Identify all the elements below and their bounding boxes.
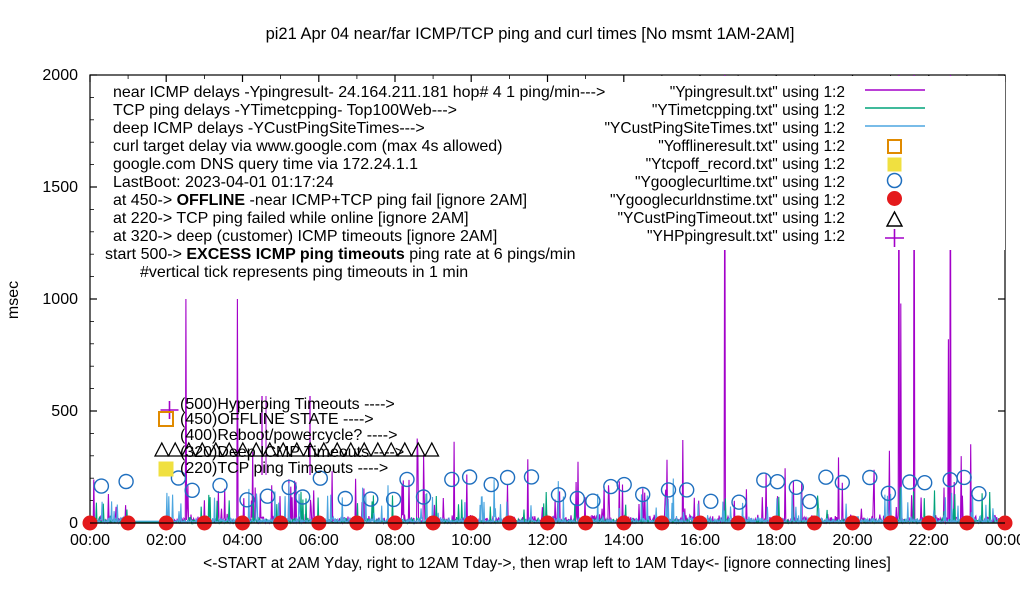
svg-text:1000: 1000 [42, 291, 78, 308]
svg-text:"YHPpingresult.txt" using 1:2: "YHPpingresult.txt" using 1:2 [647, 228, 845, 245]
svg-text:at 320-> deep (customer) ICMP: at 320-> deep (customer) ICMP timeouts [… [113, 228, 497, 245]
svg-text:"Ypingresult.txt" using 1:2: "Ypingresult.txt" using 1:2 [670, 84, 845, 101]
svg-text:"YCustPingTimeout.txt" using 1: "YCustPingTimeout.txt" using 1:2 [617, 210, 845, 227]
svg-text:curl target delay via www.goog: curl target delay via www.google.com (ma… [113, 138, 503, 155]
svg-text:0: 0 [69, 515, 78, 532]
svg-text:at 450-> OFFLINE -near ICMP+TC: at 450-> OFFLINE -near ICMP+TCP ping fai… [113, 192, 527, 209]
svg-text:deep ICMP delays -YCustPingSit: deep ICMP delays -YCustPingSiteTimes---> [113, 120, 425, 137]
svg-text:08:00: 08:00 [375, 532, 415, 549]
svg-text:#vertical tick represents ping: #vertical tick represents ping timeouts … [140, 264, 468, 281]
svg-text:(450)OFFLINE STATE ---->: (450)OFFLINE STATE ----> [180, 411, 374, 428]
svg-text:500: 500 [51, 403, 78, 420]
svg-text:20:00: 20:00 [832, 532, 872, 549]
svg-text:LastBoot: 2023-04-01 01:17:24: LastBoot: 2023-04-01 01:17:24 [113, 174, 334, 191]
svg-text:start 500-> EXCESS ICMP ping t: start 500-> EXCESS ICMP ping timeouts pi… [105, 246, 576, 263]
svg-text:pi21 Apr 04 near/far ICMP/TCP: pi21 Apr 04 near/far ICMP/TCP ping and c… [266, 25, 795, 43]
svg-text:18:00: 18:00 [756, 532, 796, 549]
svg-text:"YTimetcpping.txt" using 1:2: "YTimetcpping.txt" using 1:2 [652, 102, 845, 119]
svg-text:"Ygooglecurltime.txt" using 1:: "Ygooglecurltime.txt" using 1:2 [635, 174, 845, 191]
svg-text:"Yofflineresult.txt" using 1:2: "Yofflineresult.txt" using 1:2 [658, 138, 845, 155]
svg-text:2000: 2000 [42, 67, 78, 84]
svg-text:(400)Reboot/powercycle? ---->: (400)Reboot/powercycle? ----> [180, 427, 397, 444]
svg-text:06:00: 06:00 [299, 532, 339, 549]
svg-text:1500: 1500 [42, 179, 78, 196]
svg-text:"YCustPingSiteTimes.txt" using: "YCustPingSiteTimes.txt" using 1:2 [605, 120, 845, 137]
svg-text:14:00: 14:00 [604, 532, 644, 549]
svg-text:near ICMP delays -Ypingresult-: near ICMP delays -Ypingresult- 24.164.21… [113, 84, 605, 101]
svg-text:(320)Deep ICMP Timeouts ---->: (320)Deep ICMP Timeouts ----> [180, 444, 404, 461]
svg-text:(220)TCP ping Timeouts ---->: (220)TCP ping Timeouts ----> [180, 460, 388, 477]
svg-text:"Ytcpoff_record.txt" using 1:2: "Ytcpoff_record.txt" using 1:2 [646, 156, 845, 173]
svg-text:10:00: 10:00 [451, 532, 491, 549]
svg-text:<-START at 2AM Yday, right to: <-START at 2AM Yday, right to 12AM Tday-… [203, 555, 891, 572]
svg-text:msec: msec [5, 281, 22, 319]
svg-text:22:00: 22:00 [909, 532, 949, 549]
svg-text:16:00: 16:00 [680, 532, 720, 549]
svg-text:12:00: 12:00 [527, 532, 567, 549]
svg-text:google.com DNS query time via: google.com DNS query time via 172.24.1.1 [113, 156, 418, 173]
svg-text:"Ygooglecurldnstime.txt" using: "Ygooglecurldnstime.txt" using 1:2 [610, 192, 845, 209]
svg-text:02:00: 02:00 [146, 532, 186, 549]
svg-text:00:00: 00:00 [985, 532, 1020, 549]
svg-text:TCP ping delays -YTimetcpping-: TCP ping delays -YTimetcpping- Top100Web… [113, 102, 457, 119]
svg-text:04:00: 04:00 [222, 532, 262, 549]
svg-text:at 220-> TCP ping failed while: at 220-> TCP ping failed while online [i… [113, 210, 469, 227]
svg-text:00:00: 00:00 [70, 532, 110, 549]
